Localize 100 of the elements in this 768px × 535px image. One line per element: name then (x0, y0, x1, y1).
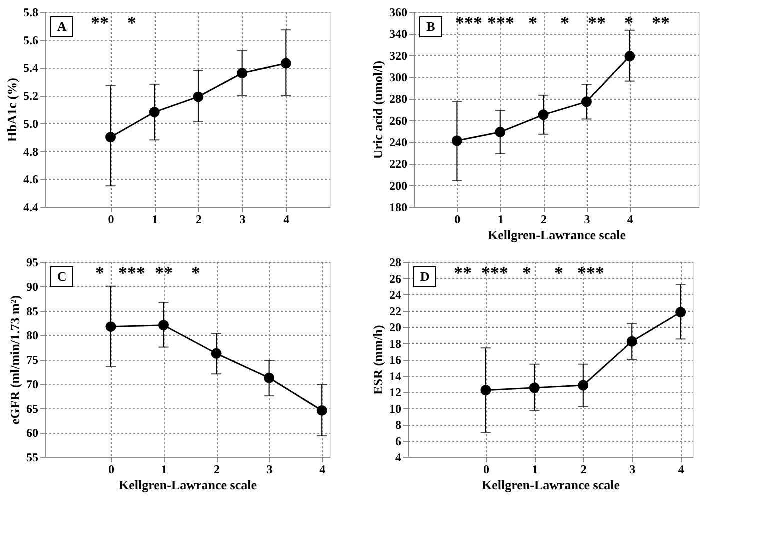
point (626, 336, 638, 347)
y-axis-title: eGFR (ml/min/1.73 m²) (8, 295, 22, 425)
point (316, 405, 328, 416)
x-tick-label: 2 (196, 212, 202, 226)
y-tick-label: 70 (26, 377, 38, 392)
point (578, 380, 589, 391)
x-axis-title: Kellgren-Lawrance scale (488, 228, 626, 242)
y-tick-label: 5.8 (24, 6, 38, 20)
x-tick-label: 2 (580, 462, 587, 476)
y-tick-label: 340 (390, 27, 408, 42)
point (106, 132, 116, 143)
y-tick-label: 5.6 (24, 33, 38, 48)
y-tick-label: 60 (26, 426, 38, 440)
annotation: *** (456, 13, 482, 33)
y-tick-label: 5.4 (24, 61, 38, 76)
point (149, 107, 160, 118)
x-tick-label: 0 (454, 212, 461, 226)
y-tick-label: 12 (390, 386, 402, 400)
annotation: * (624, 13, 634, 33)
y-tick-label: 20 (390, 320, 402, 334)
point (538, 110, 549, 120)
annotation: * (128, 13, 136, 33)
annotation: * (528, 13, 538, 33)
annotation: *** (482, 263, 508, 283)
text: B (426, 19, 436, 34)
y-tick-label: 14 (390, 369, 402, 384)
text: D (420, 269, 430, 284)
y-tick-label: 300 (390, 70, 408, 84)
y-tick-label: 28 (390, 256, 402, 270)
point (529, 382, 540, 394)
y-tick-label: 6 (396, 434, 402, 448)
text: A (57, 19, 68, 34)
y-tick-label: 4.4 (24, 200, 38, 214)
point (452, 136, 462, 146)
annotation: * (560, 13, 570, 33)
annotation: ** (652, 13, 670, 33)
x-tick-label: 3 (240, 212, 246, 226)
x-tick-label: 1 (532, 462, 538, 476)
point (264, 372, 275, 384)
x-axis-title: Kellgren-Lawrance scale (118, 478, 258, 492)
annotation: ** (588, 13, 606, 33)
x-tick-label: 0 (108, 462, 114, 476)
y-tick-label: 260 (390, 114, 408, 128)
point (158, 320, 169, 331)
x-tick-label: 3 (630, 462, 636, 476)
y-tick-label: 18 (390, 336, 402, 351)
x-tick-label: 0 (108, 212, 114, 226)
annotation: * (96, 263, 104, 283)
y-tick-label: 10 (390, 402, 402, 416)
y-tick-label: 5.0 (24, 116, 38, 131)
y-tick-label: 5.2 (24, 89, 38, 104)
y-tick-label: 65 (26, 402, 38, 416)
y-tick-label: 240 (390, 136, 408, 150)
x-tick-label: 4 (678, 462, 684, 476)
x-tick-label: 4 (320, 462, 326, 476)
x-tick-label: 1 (161, 462, 168, 476)
x-tick-label: 4 (284, 212, 290, 226)
point (193, 92, 204, 102)
y-tick-label: 280 (390, 92, 408, 106)
annotation: ** (454, 263, 472, 283)
y-axis-title: Uric acid (umol/l) (370, 60, 386, 160)
x-tick-label: 1 (152, 212, 158, 226)
point (624, 51, 636, 62)
y-tick-label: 75 (26, 353, 38, 367)
annotation: ** (155, 263, 173, 283)
annotation: * (554, 263, 564, 283)
annotation: * (192, 263, 200, 283)
y-tick-label: 24 (390, 288, 402, 302)
point (676, 307, 686, 318)
annotation: * (522, 263, 532, 283)
point (280, 58, 292, 69)
y-tick-label: 80 (26, 328, 38, 343)
x-tick-label: 3 (266, 462, 273, 476)
point (581, 96, 592, 108)
y-tick-label: 22 (390, 304, 402, 318)
y-tick-label: 180 (390, 200, 408, 214)
y-tick-label: 200 (390, 178, 408, 193)
x-tick-label: 4 (627, 212, 634, 226)
annotation: *** (578, 263, 604, 283)
y-tick-label: 8 (396, 418, 402, 432)
annotation: *** (488, 13, 514, 33)
point (480, 385, 492, 396)
x-axis-title: Kellgren-Lawrance scale (482, 478, 620, 492)
point (495, 127, 506, 138)
annotation: *** (118, 263, 146, 283)
point (211, 348, 222, 359)
y-tick-label: 4.6 (24, 172, 38, 187)
text: C (57, 269, 67, 284)
y-tick-label: 55 (26, 450, 38, 464)
annotation: ** (91, 13, 109, 33)
y-tick-label: 95 (26, 256, 38, 270)
y-tick-label: 220 (390, 157, 408, 172)
y-axis-title: ESR (mm/h) (370, 325, 386, 395)
y-tick-label: 360 (390, 6, 408, 20)
y-tick-label: 320 (390, 48, 408, 63)
y-tick-label: 4 (396, 450, 402, 464)
y-tick-label: 4.8 (24, 144, 38, 159)
y-axis-title: HbA1c (%) (4, 78, 20, 142)
x-tick-label: 0 (483, 462, 490, 476)
x-tick-label: 3 (584, 212, 590, 226)
